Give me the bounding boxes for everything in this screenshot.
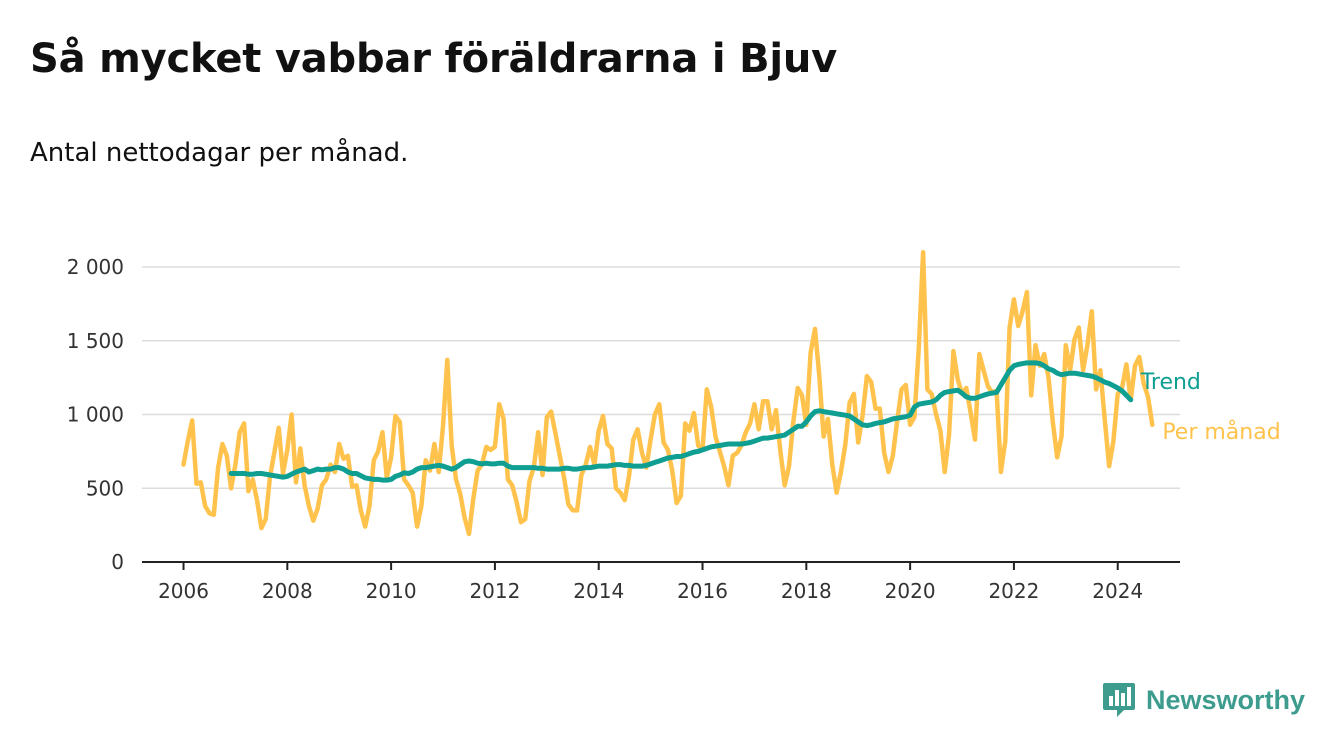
series bbox=[181, 250, 1155, 537]
y-tick-label: 0 bbox=[111, 550, 124, 574]
x-tick-label: 2012 bbox=[469, 579, 520, 603]
series-line-trend bbox=[228, 360, 1134, 483]
chart-title: Så mycket vabbar föräldrarna i Bjuv bbox=[30, 36, 838, 82]
series-line-per-manad bbox=[181, 250, 1155, 537]
newsworthy-logo: Newsworthy bbox=[1102, 681, 1305, 719]
y-tick-label: 1 000 bbox=[67, 403, 124, 427]
x-axis-ticks: 2006 2008 2010 2012 2014 2016 2018 2020 2022 2024 bbox=[158, 562, 1143, 603]
x-tick-label: 2010 bbox=[366, 579, 417, 603]
chart-subtitle: Antal nettodagar per månad. bbox=[30, 138, 409, 168]
bar-chart-speech-bubble-icon bbox=[1103, 683, 1135, 717]
series-label-trend: Trend bbox=[1140, 370, 1201, 395]
y-tick-label: 500 bbox=[86, 476, 124, 500]
x-tick-label: 2020 bbox=[885, 579, 936, 603]
series-label-per-manad: Per månad bbox=[1162, 419, 1280, 445]
brand-name: Newsworthy bbox=[1146, 684, 1306, 715]
x-tick-label: 2024 bbox=[1092, 579, 1143, 603]
x-tick-label: 2016 bbox=[677, 579, 728, 603]
series-labels: Per månad Trend bbox=[1140, 370, 1281, 445]
x-tick-label: 2006 bbox=[158, 579, 209, 603]
y-axis-ticks: 0 500 1 000 1 500 2 000 bbox=[67, 255, 124, 574]
y-tick-label: 2 000 bbox=[67, 255, 124, 279]
x-tick-label: 2018 bbox=[781, 579, 832, 603]
x-tick-label: 2014 bbox=[573, 579, 624, 603]
x-tick-label: 2022 bbox=[988, 579, 1039, 603]
x-tick-label: 2008 bbox=[262, 579, 313, 603]
y-tick-label: 1 500 bbox=[67, 329, 124, 353]
